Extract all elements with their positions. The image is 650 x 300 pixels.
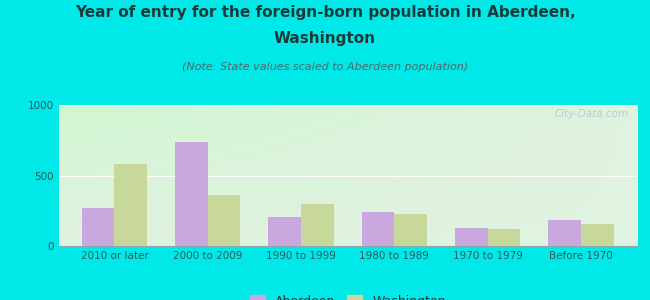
Bar [581, 224, 614, 246]
Bar [82, 208, 114, 246]
Legend: Aberdeen, Washington: Aberdeen, Washington [244, 290, 451, 300]
Bar [549, 220, 581, 246]
Bar [268, 217, 301, 246]
Bar [455, 228, 488, 246]
Bar [175, 142, 208, 246]
Bar [301, 204, 333, 246]
Bar [488, 229, 521, 246]
Text: (Note: State values scaled to Aberdeen population): (Note: State values scaled to Aberdeen p… [182, 61, 468, 71]
Bar [114, 164, 147, 246]
Text: Year of entry for the foreign-born population in Aberdeen,: Year of entry for the foreign-born popul… [75, 4, 575, 20]
Bar [395, 214, 427, 246]
Bar [362, 212, 395, 246]
Text: Washington: Washington [274, 32, 376, 46]
Text: City-Data.com: City-Data.com [554, 109, 629, 119]
Bar [208, 195, 240, 246]
